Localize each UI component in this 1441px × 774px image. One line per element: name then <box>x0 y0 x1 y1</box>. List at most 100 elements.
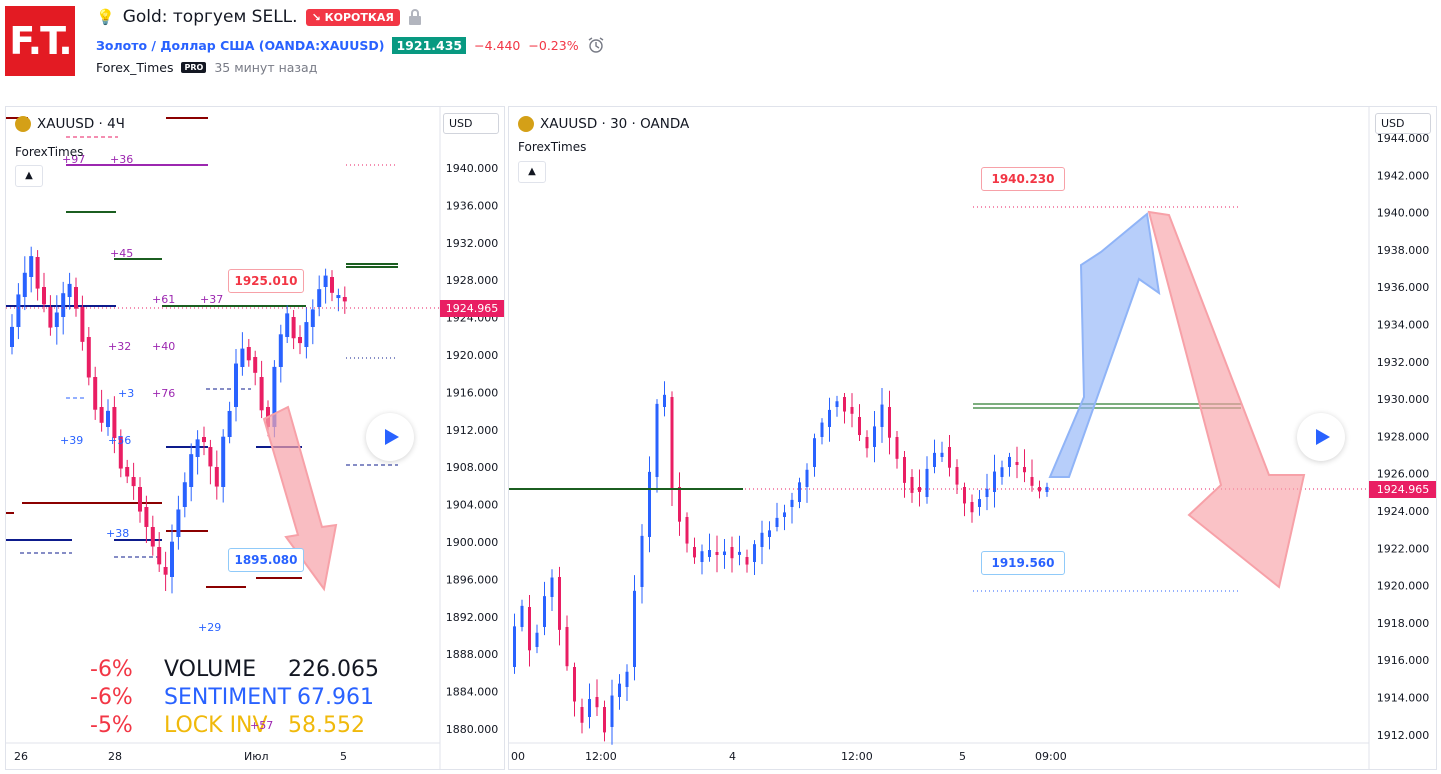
right-time-tick: 12:00 <box>585 750 617 763</box>
left-chart-panel[interactable]: +97 +36 +45 +61 +37 +32 +40 +76 +39 +56 +38 +29 +3 1… <box>5 106 505 770</box>
left-price-tick: 1932.000 <box>446 237 499 250</box>
author-line: Forex_Times PRO 35 минут назад <box>96 60 317 75</box>
right-price-tick: 1932.000 <box>1377 356 1430 369</box>
direction-badge: ↘ КОРОТКАЯ <box>305 8 400 26</box>
lock-icon <box>408 9 421 25</box>
chevron-up-icon: ▲ <box>528 166 536 177</box>
current-price: 1921.435 <box>392 36 467 54</box>
left-currency-select[interactable]: USD <box>443 113 499 134</box>
level-label: +40 <box>152 340 175 353</box>
right-time-tick: 4 <box>729 750 736 763</box>
left-price-tick: 1940.000 <box>446 162 499 175</box>
right-indicator-name: ForexTimes <box>518 140 587 154</box>
right-price-tick: 1938.000 <box>1377 244 1430 257</box>
right-chart-panel[interactable]: 1944.000 1942.000 1940.000 1938.000 1936.000… <box>508 106 1437 770</box>
left-price-tick: 1920.000 <box>446 349 499 362</box>
price-change-pct: −0.23% <box>528 37 579 53</box>
level-label: +29 <box>198 621 221 634</box>
left-price-tick: 1928.000 <box>446 274 499 287</box>
stat-overlay-label: +57 <box>250 719 274 732</box>
level-label: +37 <box>200 293 223 306</box>
right-price-tick: 1914.000 <box>1377 692 1430 705</box>
right-price-tick: 1942.000 <box>1377 169 1430 182</box>
right-up-arrow <box>1048 212 1161 478</box>
left-price-tick: 1904.000 <box>446 499 499 512</box>
idea-title: 💡 Gold: торгуем SELL. ↘ КОРОТКАЯ <box>96 7 422 27</box>
right-currency-select[interactable]: USD <box>1375 113 1431 134</box>
stat-row: -6% VOLUME 226.065 <box>90 657 380 685</box>
right-time-tick: 09:00 <box>1035 750 1067 763</box>
right-price-tick: 1924.000 <box>1377 505 1430 518</box>
right-price-tick: 1930.000 <box>1377 393 1430 406</box>
gold-coin-icon <box>518 116 534 132</box>
left-price-tick: 1908.000 <box>446 461 499 474</box>
play-icon <box>385 429 399 445</box>
stat-pct: -5% <box>90 713 133 738</box>
level-label: +56 <box>108 434 131 447</box>
level-label: +76 <box>152 387 175 400</box>
right-last-price-label: 1924.965 <box>1377 483 1430 496</box>
left-collapse-button[interactable]: ▲ <box>15 165 43 187</box>
left-price-tick: 1916.000 <box>446 386 499 399</box>
stat-pct: -6% <box>90 685 133 710</box>
alarm-clock-icon[interactable] <box>587 36 605 54</box>
left-price-tick: 1912.000 <box>446 424 499 437</box>
author-name[interactable]: Forex_Times <box>96 60 174 75</box>
right-collapse-button[interactable]: ▲ <box>518 161 546 183</box>
level-label: +97 <box>62 153 85 166</box>
right-price-tick: 1912.000 <box>1377 729 1430 742</box>
level-label: +39 <box>60 434 83 447</box>
right-price-tick: 1944.000 <box>1377 132 1430 145</box>
stat-name: SENTIMENT <box>164 685 292 710</box>
right-time-tick: 5 <box>959 750 966 763</box>
published-time: 35 минут назад <box>214 60 318 75</box>
pro-badge: PRO <box>181 62 207 73</box>
idea-title-text: Gold: торгуем SELL. <box>122 7 298 27</box>
right-time-tick: 00 <box>511 750 525 763</box>
left-time-tick: Июл <box>244 750 269 763</box>
left-chart-canvas[interactable]: +97 +36 +45 +61 +37 +32 +40 +76 +39 +56 +38 +29 +3 1… <box>6 107 504 769</box>
right-price-tick: 1926.000 <box>1377 468 1430 481</box>
stat-value: 58.552 <box>288 713 365 738</box>
stats-block: -6% VOLUME 226.065 -6% SENTIMENT 67.961 … <box>90 657 380 741</box>
right-chart-canvas[interactable]: 1944.000 1942.000 1940.000 1938.000 1936.000… <box>509 107 1436 769</box>
left-price-tick: 1936.000 <box>446 199 499 212</box>
play-icon <box>1316 429 1330 445</box>
left-indicator-name: ForexTimes <box>15 145 84 159</box>
symbol-link[interactable]: Золото / Доллар США (OANDA:XAUUSD) <box>96 37 385 53</box>
stat-name: VOLUME <box>164 657 257 682</box>
right-price-tick: 1918.000 <box>1377 617 1430 630</box>
symbol-line: Золото / Доллар США (OANDA:XAUUSD) 1921.… <box>96 36 605 54</box>
level-label: +61 <box>152 293 175 306</box>
left-last-price-label: 1924.965 <box>446 302 499 315</box>
left-time-tick: 28 <box>108 750 122 763</box>
right-symbol-title: XAUUSD · 30 · OANDA <box>540 116 690 132</box>
stat-name: LOCK INV <box>164 713 268 738</box>
stat-row: -6% SENTIMENT 67.961 <box>90 685 380 713</box>
left-callout-high: 1925.010 <box>228 269 304 293</box>
target-low-callout: 1919.560 <box>981 551 1065 575</box>
right-play-button[interactable] <box>1297 413 1345 461</box>
gold-coin-icon <box>15 116 31 132</box>
left-time-tick: 5 <box>340 750 347 763</box>
price-change: −4.440 <box>474 37 521 53</box>
right-down-arrow <box>1147 210 1306 589</box>
level-label: +36 <box>110 153 133 166</box>
level-label: +3 <box>118 387 134 400</box>
right-price-tick: 1936.000 <box>1377 281 1430 294</box>
left-play-button[interactable] <box>366 413 414 461</box>
level-label: +38 <box>106 527 129 540</box>
stat-value: 226.065 <box>288 657 379 682</box>
lightbulb-icon: 💡 <box>96 8 115 26</box>
left-price-tick: 1888.000 <box>446 648 499 661</box>
left-chart-legend: XAUUSD · 4Ч <box>15 116 125 132</box>
left-price-tick: 1880.000 <box>446 723 499 736</box>
right-price-tick: 1928.000 <box>1377 430 1430 443</box>
stat-value: 67.961 <box>297 685 375 710</box>
brand-logo[interactable]: F.T. <box>5 6 75 76</box>
left-down-arrow <box>262 405 338 592</box>
level-label: +32 <box>108 340 131 353</box>
left-price-tick: 1896.000 <box>446 573 499 586</box>
right-price-tick: 1922.000 <box>1377 542 1430 555</box>
chevron-up-icon: ▲ <box>25 170 33 181</box>
